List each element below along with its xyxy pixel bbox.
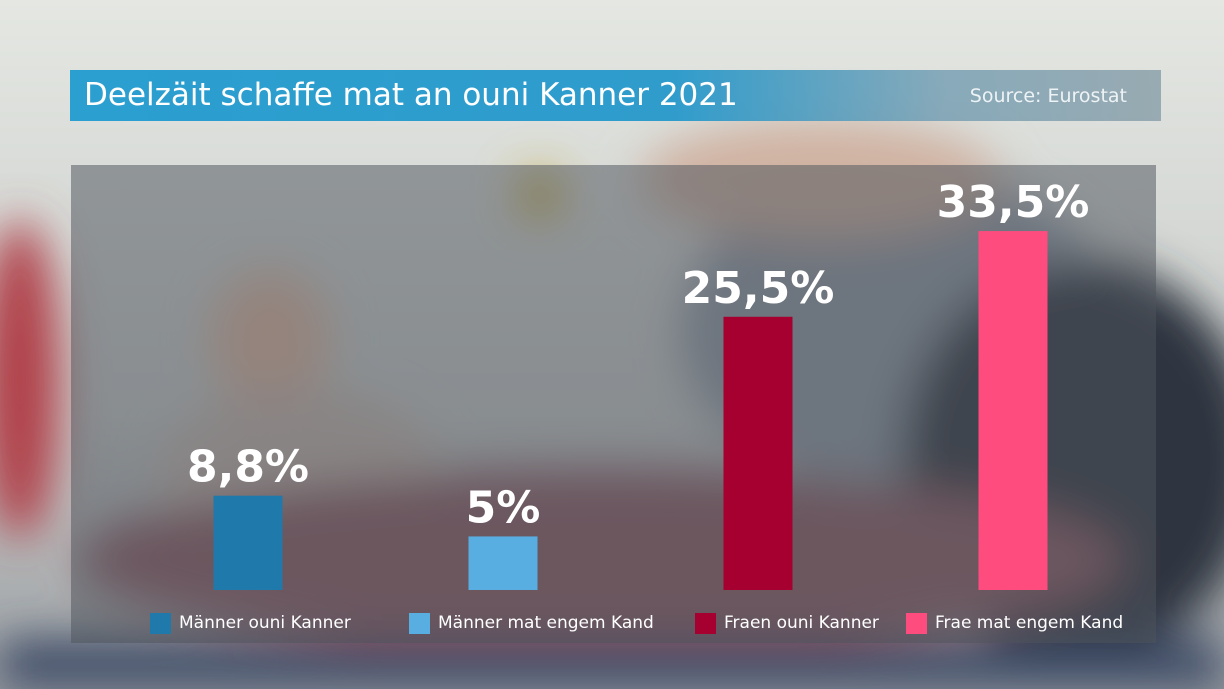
- bar-4: [978, 231, 1048, 591]
- title-bar: Deelzäit schaffe mat an ouni Kanner 2021…: [70, 70, 1161, 121]
- chart-panel: 8,8% 5% 25,5% 33,5% Männer ouni Kanner Männe…: [71, 165, 1156, 643]
- bar-chart: 8,8% 5% 25,5% 33,5%: [187, 177, 1090, 591]
- bar-3: [723, 316, 793, 590]
- bar-value-label-2: 5%: [466, 482, 541, 533]
- legend-swatch-1: [150, 612, 171, 634]
- bar-1: [213, 495, 283, 590]
- legend-item-3: Fraen ouni Kanner: [695, 609, 879, 637]
- chart-title: Deelzäit schaffe mat an ouni Kanner 2021: [84, 77, 738, 113]
- bar-2: [468, 536, 538, 590]
- legend-label-3: Fraen ouni Kanner: [724, 613, 879, 633]
- bar-value-label-3: 25,5%: [682, 263, 835, 314]
- legend-item-4: Frae mat engem Kand: [906, 609, 1123, 637]
- legend-label-1: Männer ouni Kanner: [179, 613, 351, 633]
- legend-item-2: Männer mat engem Kand: [409, 609, 654, 637]
- legend-swatch-3: [695, 612, 716, 634]
- bar-value-label-4: 33,5%: [937, 177, 1090, 228]
- source-label: Source: Eurostat: [969, 85, 1127, 107]
- legend-item-1: Männer ouni Kanner: [150, 609, 351, 637]
- legend-swatch-2: [409, 612, 430, 634]
- bar-value-label-1: 8,8%: [187, 442, 309, 493]
- legend-label-4: Frae mat engem Kand: [935, 613, 1124, 633]
- legend-swatch-4: [906, 612, 927, 634]
- legend-label-2: Männer mat engem Kand: [438, 613, 654, 633]
- chart-legend: Männer ouni Kanner Männer mat engem Kand F…: [71, 609, 1156, 637]
